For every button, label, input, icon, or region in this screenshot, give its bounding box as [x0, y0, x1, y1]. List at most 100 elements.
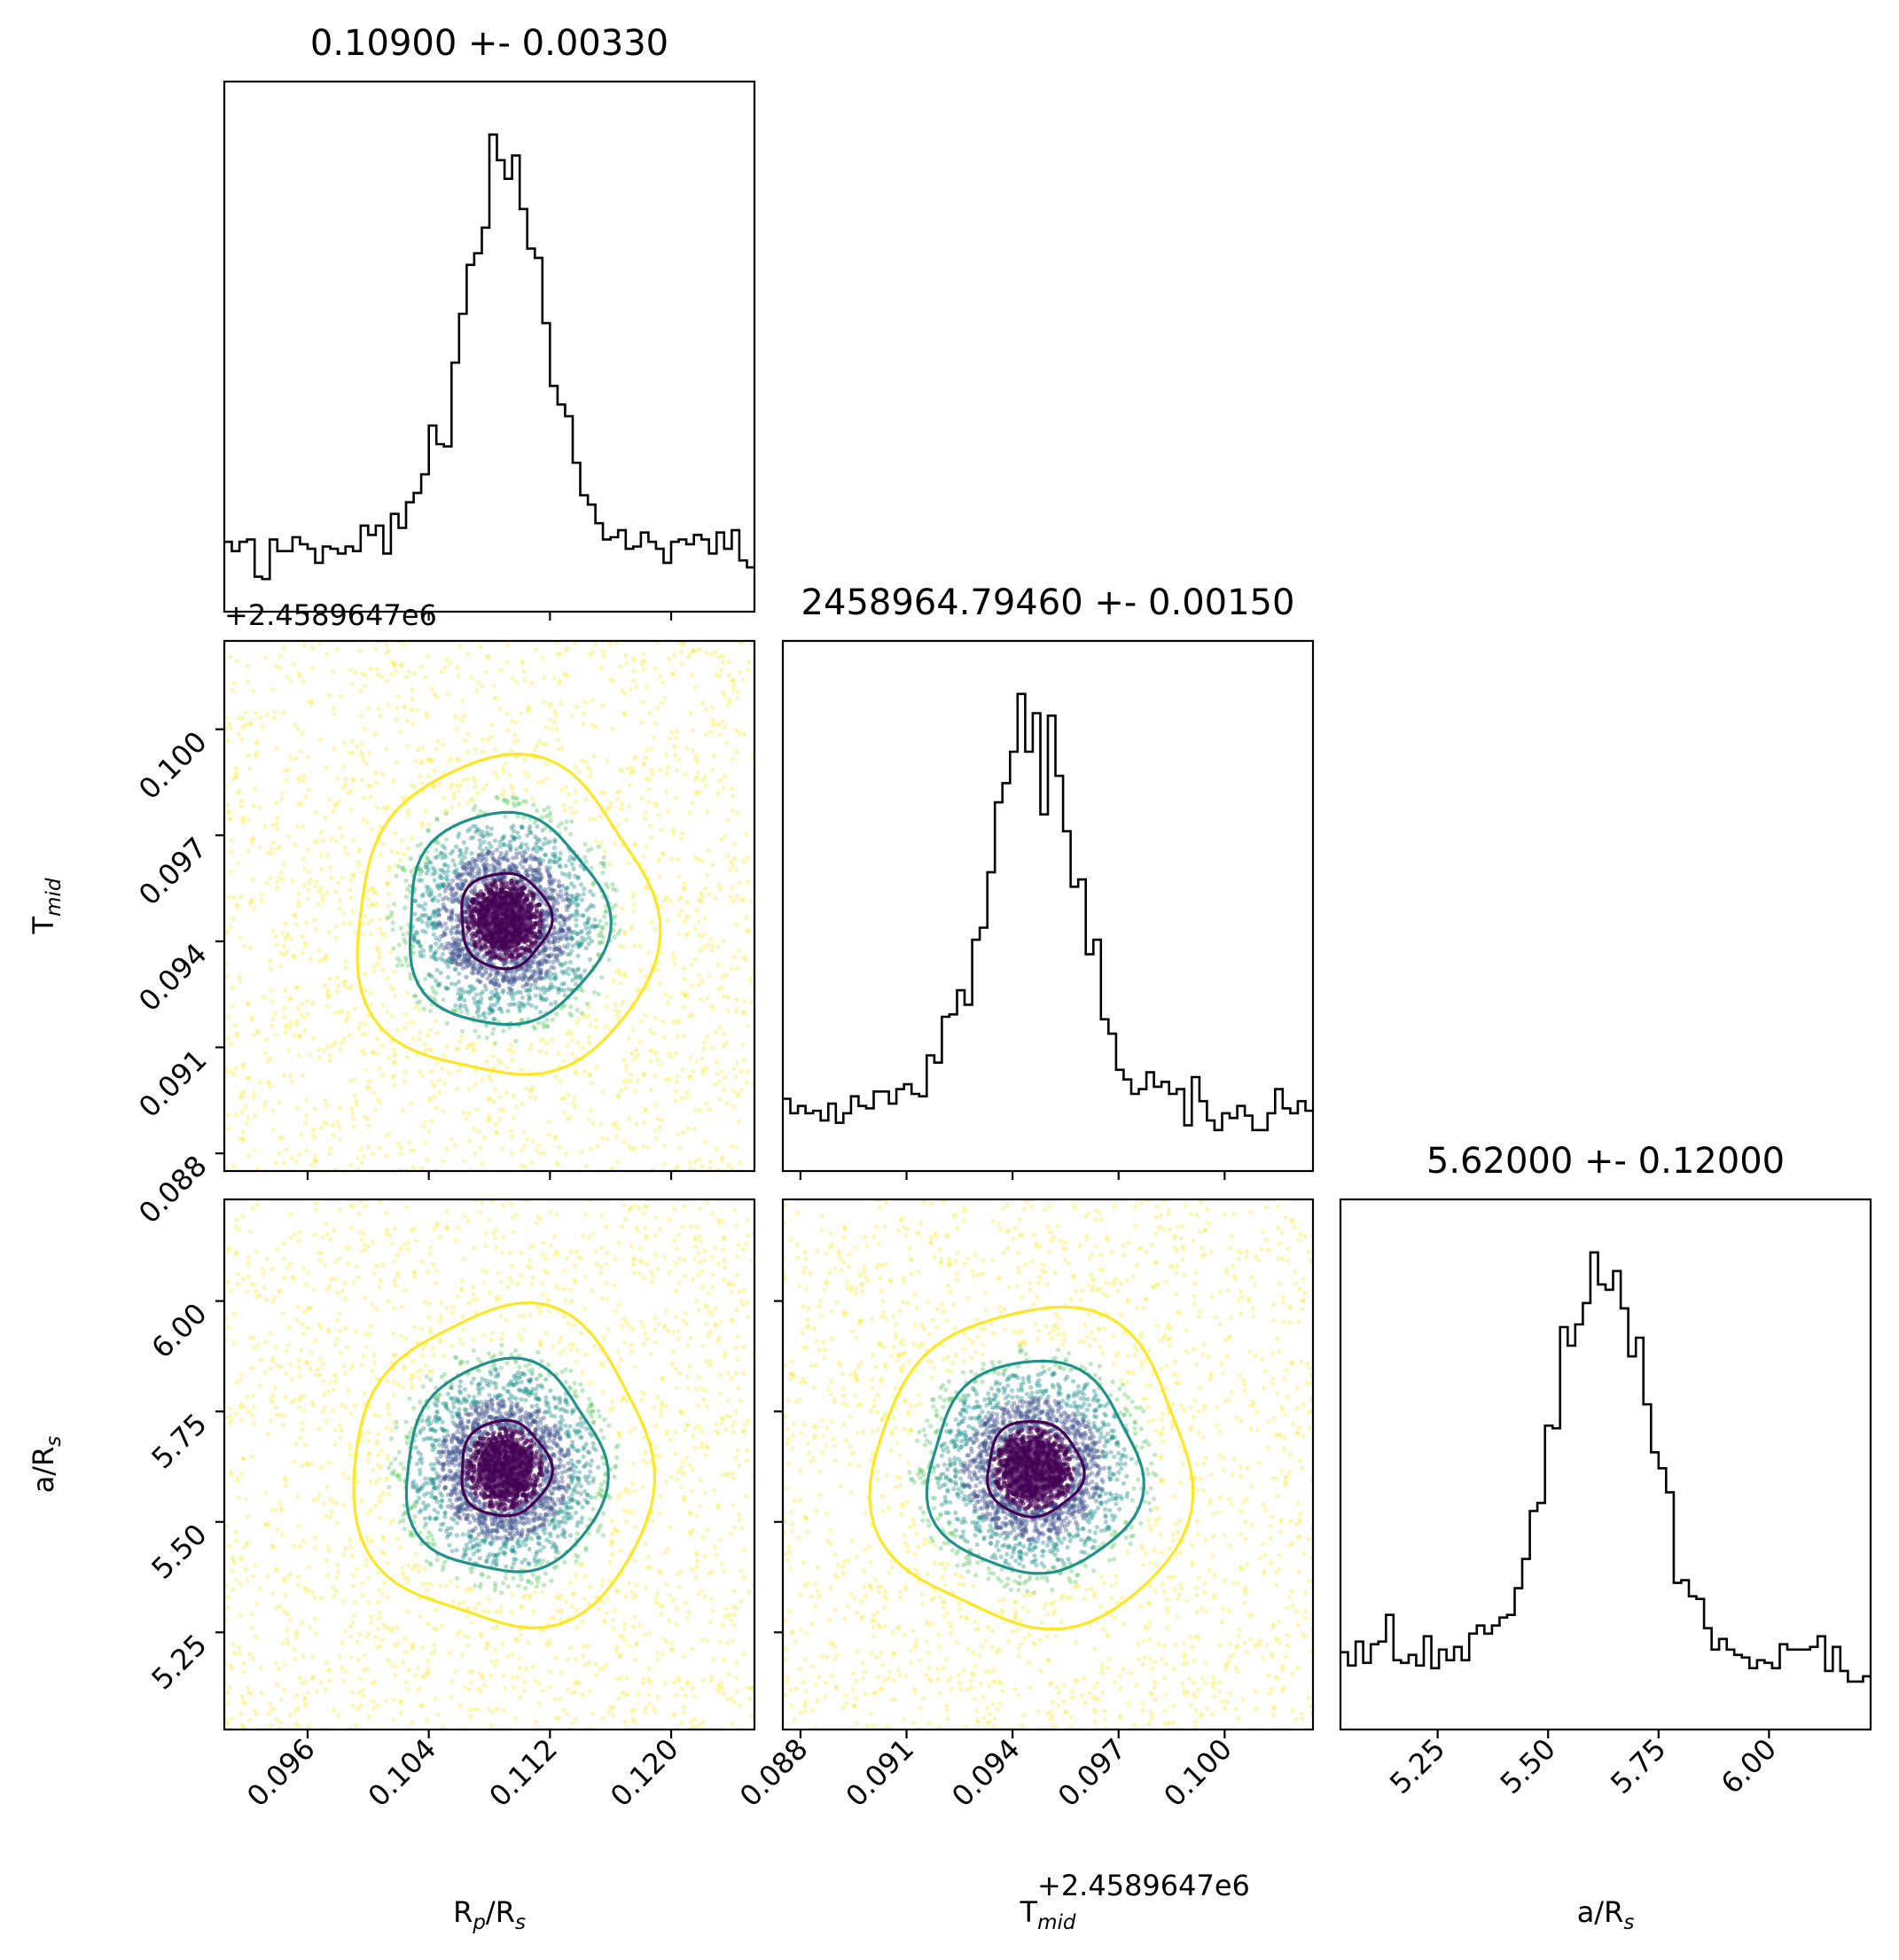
- sample-point: [600, 925, 606, 930]
- sample-point: [226, 1324, 231, 1330]
- sample-point: [561, 918, 567, 923]
- sample-point: [268, 875, 273, 880]
- sample-point: [402, 1079, 408, 1084]
- sample-point: [528, 1282, 535, 1287]
- sample-point: [463, 959, 469, 964]
- sample-point: [391, 1331, 396, 1336]
- sample-point: [550, 940, 555, 945]
- sample-point: [440, 855, 445, 861]
- sample-point: [570, 894, 575, 900]
- sample-point: [460, 699, 465, 704]
- sample-point: [714, 672, 719, 677]
- sample-point: [432, 925, 437, 930]
- sample-point: [713, 895, 718, 901]
- sample-point: [552, 839, 558, 845]
- sample-point: [426, 885, 431, 891]
- sample-point: [626, 1035, 631, 1041]
- sample-point: [629, 770, 634, 776]
- sample-point: [652, 1031, 657, 1036]
- sample-point: [442, 862, 448, 867]
- sample-point: [454, 783, 459, 788]
- sample-point: [502, 797, 507, 802]
- sample-point: [548, 717, 553, 722]
- sample-point: [437, 893, 442, 898]
- sample-point: [391, 1047, 396, 1052]
- sample-point: [483, 866, 489, 871]
- sample-point: [637, 988, 642, 993]
- sample-point: [433, 957, 438, 962]
- sample-point: [632, 1056, 637, 1061]
- sample-point: [531, 1024, 536, 1029]
- sample-point: [418, 821, 424, 826]
- sample-point: [567, 959, 574, 964]
- sample-point: [318, 1125, 324, 1130]
- sample-point: [631, 902, 637, 907]
- sample-point: [700, 1534, 706, 1540]
- sample-point: [435, 898, 441, 903]
- sample-point: [664, 771, 669, 777]
- sample-point: [240, 1129, 246, 1135]
- sample-point: [285, 933, 290, 939]
- sample-point: [285, 833, 291, 839]
- sample-point: [655, 1057, 660, 1063]
- sample-point: [546, 871, 551, 878]
- sample-point: [512, 732, 518, 738]
- sample-point: [316, 889, 322, 894]
- sample-point: [679, 661, 684, 668]
- sample-point: [512, 803, 518, 808]
- sample-point: [707, 1160, 714, 1165]
- sample-point: [274, 1246, 280, 1252]
- sample-point: [444, 808, 449, 814]
- sample-point: [559, 821, 564, 826]
- sample-point: [592, 917, 598, 922]
- sample-point: [452, 941, 457, 946]
- sample-point: [433, 855, 438, 861]
- sample-point: [672, 962, 677, 967]
- sample-point: [692, 957, 698, 962]
- sample-point: [700, 1070, 706, 1075]
- sample-point: [545, 869, 551, 874]
- sample-point: [468, 909, 474, 914]
- sample-point: [708, 1003, 714, 1009]
- sample-point: [539, 987, 544, 992]
- sample-point: [496, 1058, 501, 1063]
- sample-point: [574, 931, 580, 936]
- sample-point: [456, 1068, 462, 1074]
- sample-point: [365, 920, 371, 925]
- sample-point: [458, 878, 464, 883]
- sample-point: [402, 868, 407, 873]
- sample-point: [535, 910, 540, 915]
- sample-point: [449, 918, 454, 923]
- sample-point: [544, 868, 550, 873]
- sample-point: [631, 755, 637, 761]
- sample-point: [483, 1023, 489, 1028]
- sample-point: [252, 1090, 257, 1096]
- sample-point: [653, 803, 660, 808]
- sample-point: [228, 726, 233, 731]
- sample-point: [538, 996, 543, 1001]
- sample-point: [482, 866, 488, 871]
- sample-point: [457, 952, 463, 957]
- sample-point: [569, 1604, 574, 1609]
- sample-point: [719, 837, 724, 842]
- sample-point: [452, 949, 457, 955]
- sample-point: [479, 964, 484, 970]
- sample-point: [277, 844, 283, 850]
- sample-point: [709, 717, 715, 722]
- sample-point: [722, 1087, 727, 1092]
- sample-point: [527, 996, 532, 1002]
- sample-point: [621, 999, 627, 1004]
- sample-point: [374, 1036, 380, 1042]
- sample-point: [569, 810, 574, 816]
- sample-point: [528, 996, 533, 1001]
- sample-point: [560, 949, 567, 955]
- sample-point: [550, 887, 555, 894]
- sample-point: [649, 746, 654, 751]
- sample-point: [289, 1155, 294, 1160]
- sample-point: [517, 800, 522, 807]
- sample-point: [251, 906, 256, 911]
- sample-point: [504, 660, 510, 665]
- sample-point: [696, 919, 701, 925]
- sample-point: [545, 953, 551, 958]
- sample-point: [733, 1074, 738, 1080]
